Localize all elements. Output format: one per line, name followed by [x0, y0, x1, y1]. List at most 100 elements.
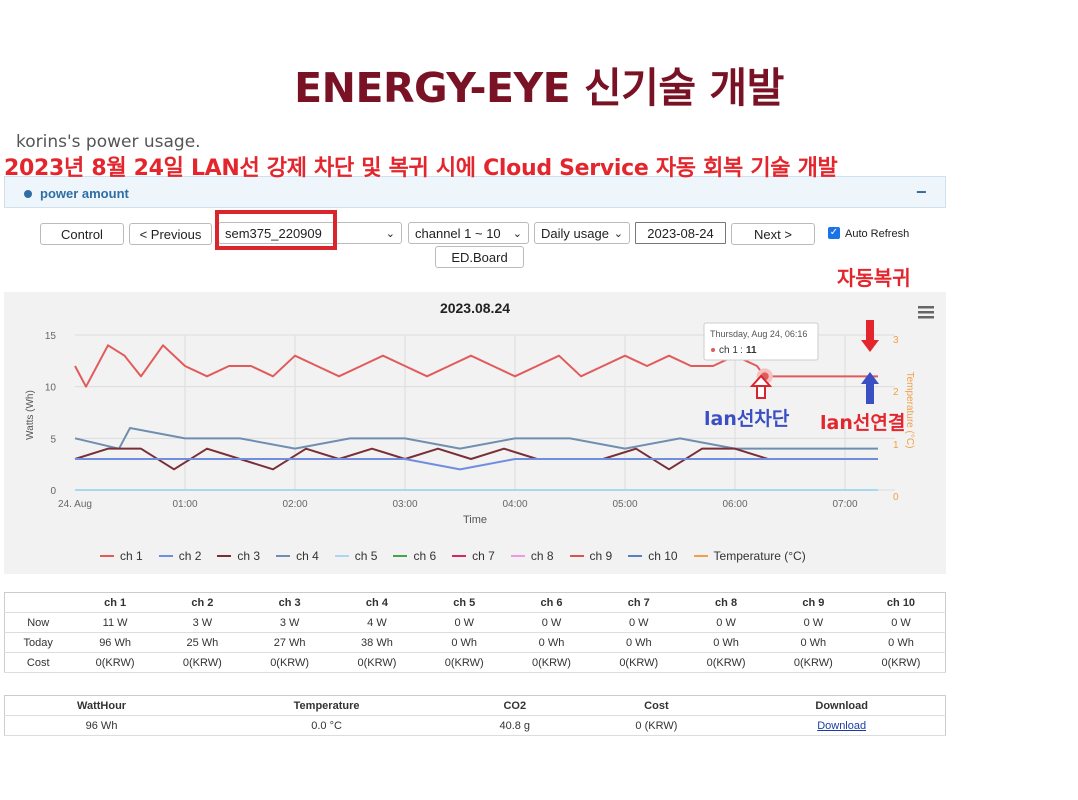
table-row: Cost 0(KRW) 0(KRW) 0(KRW) 0(KRW) 0(KRW) 0(KRW)…	[4, 652, 946, 673]
legend-item[interactable]: ch 9	[569, 549, 613, 563]
table-cell: 0(KRW)	[333, 652, 421, 673]
page-title: ENERGY-EYE 신기술 개발	[294, 64, 784, 112]
up-arrow-icon	[749, 374, 773, 399]
y-tick-label: 10	[45, 383, 57, 394]
device-select[interactable]: sem375_220909 ⌄	[218, 222, 402, 244]
power-amount-panel	[4, 176, 946, 208]
legend-label: ch 2	[178, 549, 202, 563]
legend-label: ch 5	[354, 549, 378, 563]
table-cell: 0.0 °C	[198, 715, 456, 736]
chevron-down-icon: ⌄	[613, 228, 623, 240]
down-arrow-icon	[861, 320, 879, 352]
legend-swatch	[334, 555, 349, 557]
x-tick-label: 01:00	[172, 499, 197, 510]
y-axis-label: Watts (Wh)	[25, 390, 36, 440]
legend-item[interactable]: ch 4	[276, 549, 319, 563]
column-header: ch 1	[71, 592, 159, 613]
control-button[interactable]: Control	[40, 223, 124, 245]
legend-item[interactable]: ch 7	[452, 549, 495, 563]
table-cell: 96 Wh	[4, 715, 199, 736]
table-row: Today 96 Wh 25 Wh 27 Wh 38 Wh 0 Wh 0 Wh 0 Wh 0 W…	[4, 632, 946, 653]
legend-swatch	[393, 555, 408, 557]
chart-tooltip: Thursday, Aug 24, 06:16 ch 1 : 11	[703, 322, 819, 361]
legend-swatch	[628, 555, 643, 557]
tooltip-value-sep: :	[740, 345, 743, 356]
legend-item[interactable]: Temperature (°C)	[693, 549, 806, 563]
next-button[interactable]: Next >	[731, 223, 815, 245]
table-cell: 0(KRW)	[158, 652, 247, 673]
x-tick-label: 06:00	[722, 499, 747, 510]
y-tick-label: 15	[45, 331, 57, 342]
chart-series	[74, 344, 878, 491]
y2-tick-label: 2	[893, 387, 899, 398]
legend-swatch	[452, 555, 467, 557]
legend-item[interactable]: ch 6	[393, 549, 436, 563]
table-cell: 3 W	[246, 612, 334, 633]
menu-icon[interactable]	[918, 306, 934, 319]
table-cell: 0 W	[420, 612, 508, 633]
y2-tick-label: 0	[893, 492, 899, 503]
auto-recover-label: 자동복귀	[837, 266, 911, 290]
tooltip-dot	[711, 348, 715, 352]
chart-title: 2023.08.24	[440, 300, 510, 316]
y-tick-label: 5	[50, 434, 56, 445]
legend-label: ch 9	[589, 549, 613, 563]
table-cell: 0(KRW)	[246, 652, 334, 673]
column-header: ch 8	[682, 592, 770, 613]
legend-swatch	[693, 555, 708, 557]
table-cell: Now	[4, 612, 72, 633]
legend-item[interactable]: ch 10	[628, 549, 678, 563]
series-line-ch-4	[74, 427, 878, 450]
table-cell: 0(KRW)	[856, 652, 946, 673]
channel-value: channel 1 ~ 10	[415, 225, 501, 241]
mode-select[interactable]: Daily usage ⌄	[534, 222, 630, 244]
previous-button[interactable]: < Previous	[129, 223, 212, 245]
chevron-down-icon: ⌄	[512, 228, 522, 240]
channel-select[interactable]: channel 1 ~ 10 ⌄	[408, 222, 529, 244]
table-cell: 0 Wh	[507, 632, 596, 653]
table-cell: Today	[4, 632, 72, 653]
legend-item[interactable]: ch 5	[334, 549, 378, 563]
legend-label: ch 4	[296, 549, 319, 563]
legend-item[interactable]: ch 2	[158, 549, 202, 563]
column-header: ch 4	[333, 592, 421, 613]
table-cell: 4 W	[333, 612, 421, 633]
download-link[interactable]: Download	[817, 719, 867, 732]
column-header: CO2	[455, 695, 575, 716]
x-tick-label: 03:00	[392, 499, 417, 510]
panel-title: power amount	[40, 186, 129, 201]
auto-refresh-label: Auto Refresh	[845, 228, 910, 240]
table-cell: 0 W	[682, 612, 770, 633]
legend-item[interactable]: ch 1	[100, 549, 143, 563]
collapse-icon[interactable]: −	[916, 182, 927, 202]
date-input[interactable]: 2023-08-24	[635, 222, 726, 244]
lan-connect-label: lan선연결	[820, 412, 906, 434]
table-cell: 40.8 g	[455, 715, 575, 736]
table-cell: 11 W	[71, 612, 159, 633]
column-header: ch 10	[856, 592, 946, 613]
x-tick-label: 04:00	[502, 499, 527, 510]
legend-label: ch 10	[648, 549, 678, 563]
column-header: Temperature	[198, 695, 456, 716]
legend-item[interactable]: ch 8	[510, 549, 554, 563]
edboard-button[interactable]: ED.Board	[435, 246, 524, 268]
y2-axis-label: Temperature (°C)	[904, 372, 915, 449]
legend-label: ch 7	[472, 549, 495, 563]
legend-item[interactable]: ch 3	[217, 549, 260, 563]
x-tick-label: 07:00	[832, 499, 857, 510]
column-header: Download	[738, 695, 946, 716]
legend-swatch	[510, 555, 525, 557]
table-header-row: ch 1 ch 2 ch 3 ch 4 ch 5 ch 6 ch 7 ch 8 ch 9 ch 1…	[4, 592, 946, 613]
x-tick-label: 05:00	[612, 499, 637, 510]
table-cell: 3 W	[158, 612, 247, 633]
legend-swatch	[100, 555, 114, 557]
auto-refresh-checkbox[interactable]: ✓	[828, 227, 840, 239]
series-line-ch-1	[74, 344, 878, 388]
table-cell: 0 W	[595, 612, 683, 633]
legend-label: Temperature (°C)	[713, 549, 806, 563]
legend-label: ch 8	[530, 549, 554, 563]
tooltip-series: ch 1	[719, 345, 738, 356]
highlight-box	[215, 210, 337, 250]
